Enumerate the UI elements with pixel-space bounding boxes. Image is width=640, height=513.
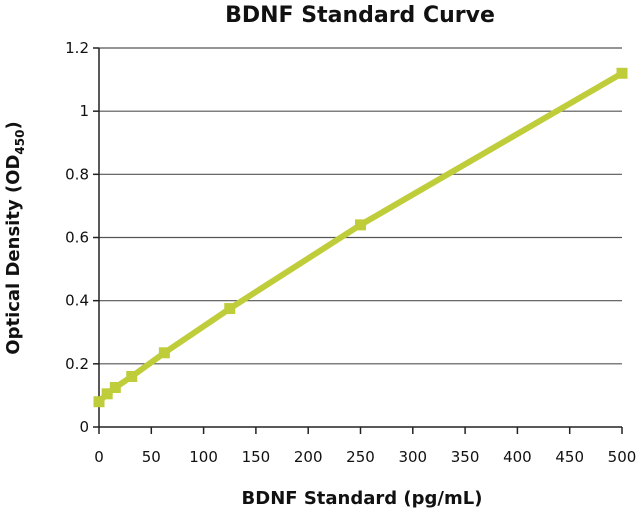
series-layer [93, 67, 628, 408]
x-tick-labels: 0 50 100 150 200 250 300 350 400 450 500 [94, 448, 636, 466]
x-tick-label-3: 150 [242, 448, 271, 466]
y-tick-labels: 0 0.2 0.4 0.6 0.8 1 1.2 [65, 39, 89, 436]
data-point-0 [93, 396, 105, 408]
data-point-5 [224, 303, 236, 315]
x-tick-label-6: 300 [398, 448, 427, 466]
y-axis-label: Optical Density (OD450) [3, 121, 27, 354]
y-tick-label-2: 0.4 [65, 292, 89, 310]
y-tick-label-4: 0.8 [65, 165, 89, 183]
y-tick-label-0: 0 [79, 418, 89, 436]
x-tick-label-2: 100 [189, 448, 218, 466]
x-tick-label-9: 450 [555, 448, 584, 466]
y-tick-label-1: 0.2 [65, 355, 89, 373]
x-tick-label-0: 0 [94, 448, 104, 466]
x-tick-label-7: 350 [451, 448, 480, 466]
x-tick-label-8: 400 [503, 448, 532, 466]
y-axis-label-close: ) [3, 121, 24, 129]
axes [93, 47, 623, 434]
y-tick-label-6: 1.2 [65, 39, 89, 57]
y-axis-label-main: Optical Density (OD [3, 155, 24, 355]
x-tick-label-4: 200 [294, 448, 323, 466]
gridlines [99, 47, 622, 365]
x-axis-label: BDNF Standard (pg/mL) [242, 488, 483, 509]
chart-title: BDNF Standard Curve [225, 3, 495, 28]
data-point-7 [616, 67, 628, 79]
data-point-4 [158, 347, 170, 359]
data-point-1 [101, 388, 113, 400]
data-point-6 [355, 219, 366, 231]
x-tick-label-5: 250 [346, 448, 375, 466]
data-point-3 [126, 370, 138, 382]
x-tick-label-10: 500 [608, 448, 637, 466]
y-tick-label-5: 1 [79, 102, 89, 120]
x-tick-label-1: 50 [142, 448, 161, 466]
data-point-2 [109, 382, 121, 394]
y-axis-label-subscript: 450 [13, 130, 27, 155]
y-tick-label-3: 0.6 [65, 229, 89, 247]
